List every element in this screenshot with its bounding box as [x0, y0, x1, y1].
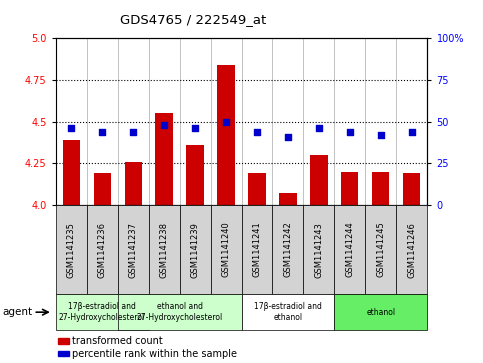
- Point: [98, 129, 106, 135]
- Bar: [58, 351, 69, 356]
- Text: GSM1141242: GSM1141242: [284, 222, 293, 277]
- Text: GSM1141238: GSM1141238: [159, 221, 169, 278]
- Text: agent: agent: [2, 307, 32, 317]
- Point: [191, 125, 199, 131]
- Point: [284, 134, 292, 139]
- Text: GSM1141244: GSM1141244: [345, 222, 355, 277]
- Text: 17β-estradiol and
27-Hydroxycholesterol: 17β-estradiol and 27-Hydroxycholesterol: [59, 302, 145, 322]
- Text: GSM1141239: GSM1141239: [190, 222, 199, 277]
- Text: GSM1141243: GSM1141243: [314, 222, 324, 277]
- Text: GSM1141236: GSM1141236: [98, 221, 107, 278]
- Text: GSM1141245: GSM1141245: [376, 222, 385, 277]
- Bar: [86, 205, 117, 294]
- Bar: [180, 205, 211, 294]
- Bar: [94, 174, 111, 205]
- Bar: [58, 338, 69, 344]
- Point: [160, 122, 168, 128]
- Bar: [403, 174, 421, 205]
- Bar: [242, 294, 334, 330]
- Bar: [56, 205, 86, 294]
- Bar: [303, 205, 334, 294]
- Point: [253, 129, 261, 135]
- Point: [129, 129, 137, 135]
- Text: ethanol: ethanol: [367, 308, 396, 317]
- Bar: [372, 172, 389, 205]
- Text: GSM1141235: GSM1141235: [67, 222, 75, 277]
- Text: GSM1141241: GSM1141241: [253, 222, 261, 277]
- Point: [67, 125, 75, 131]
- Bar: [62, 140, 80, 205]
- Point: [346, 129, 354, 135]
- Text: 17β-estradiol and
ethanol: 17β-estradiol and ethanol: [254, 302, 322, 322]
- Bar: [334, 294, 427, 330]
- Bar: [311, 155, 327, 205]
- Point: [408, 129, 416, 135]
- Bar: [248, 174, 266, 205]
- Text: percentile rank within the sample: percentile rank within the sample: [72, 348, 238, 359]
- Bar: [341, 172, 358, 205]
- Bar: [242, 205, 272, 294]
- Text: GSM1141237: GSM1141237: [128, 221, 138, 278]
- Bar: [56, 294, 149, 330]
- Bar: [156, 113, 172, 205]
- Bar: [272, 205, 303, 294]
- Text: transformed count: transformed count: [72, 336, 163, 346]
- Text: GSM1141246: GSM1141246: [408, 222, 416, 277]
- Text: ethanol and
27-Hydroxycholesterol: ethanol and 27-Hydroxycholesterol: [136, 302, 223, 322]
- Bar: [186, 145, 203, 205]
- Bar: [280, 193, 297, 205]
- Bar: [117, 294, 242, 330]
- Bar: [117, 205, 149, 294]
- Bar: [211, 205, 242, 294]
- Bar: [397, 205, 427, 294]
- Bar: [149, 205, 180, 294]
- Point: [222, 119, 230, 125]
- Text: GDS4765 / 222549_at: GDS4765 / 222549_at: [120, 13, 266, 26]
- Bar: [366, 205, 397, 294]
- Text: GSM1141240: GSM1141240: [222, 222, 230, 277]
- Bar: [334, 205, 366, 294]
- Bar: [217, 65, 235, 205]
- Point: [377, 132, 385, 138]
- Point: [315, 125, 323, 131]
- Bar: [125, 162, 142, 205]
